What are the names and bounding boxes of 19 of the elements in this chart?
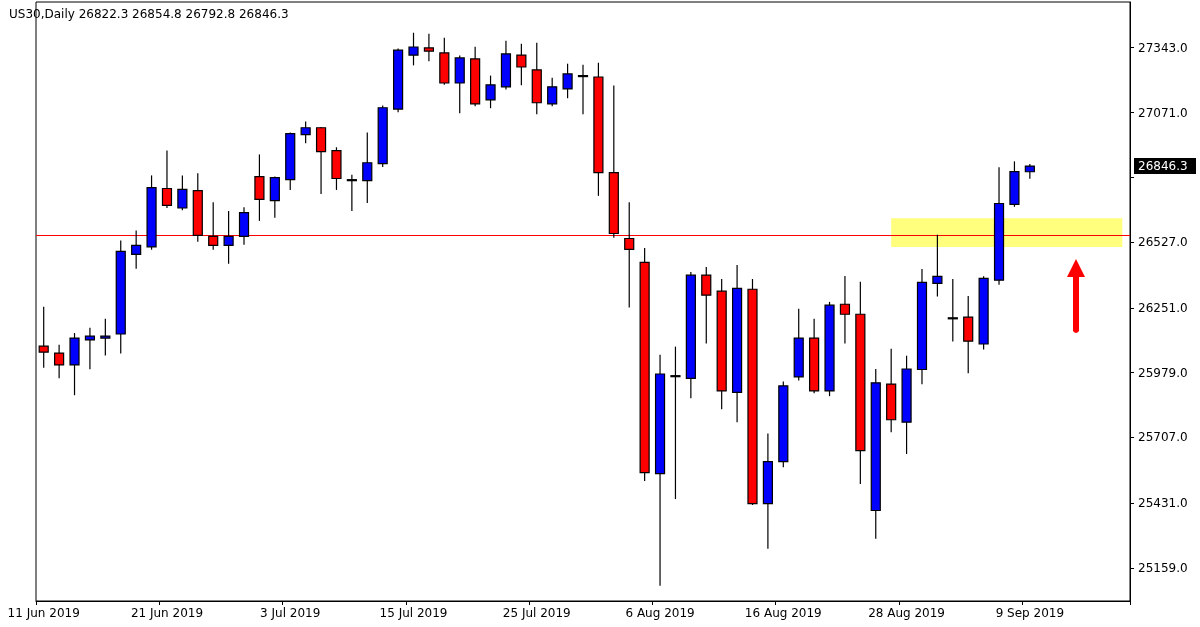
x-tick-label: 16 Aug 2019 [744,606,822,620]
y-tick-label: 26251.0 [1138,300,1188,315]
y-tick-label: 27071.0 [1138,105,1188,120]
x-tick-label: 25 Jul 2019 [502,606,571,620]
text: US30,Daily 26822.3 26854.8 26792.8 26846.3 [9,7,289,21]
y-tick-label: 27343.0 [1138,40,1188,55]
y-tick-label: 26527.0 [1138,235,1188,250]
y-tick-label: 25431.0 [1138,496,1188,511]
y-tick-label: 25707.0 [1138,430,1188,445]
y-tick-label: 25159.0 [1138,560,1188,575]
x-tick-label: 9 Sep 2019 [995,606,1065,620]
x-tick-label: 6 Aug 2019 [625,606,695,620]
x-tick-label: 11 Jun 2019 [7,606,80,620]
x-tick-label: 3 Jul 2019 [260,606,321,620]
x-tick-label: 28 Aug 2019 [868,606,946,620]
text: 26846.3 [1138,159,1188,174]
x-tick-label: 15 Jul 2019 [379,606,448,620]
y-tick-label: 25979.0 [1138,365,1188,380]
x-tick-label: 21 Jun 2019 [130,606,204,620]
